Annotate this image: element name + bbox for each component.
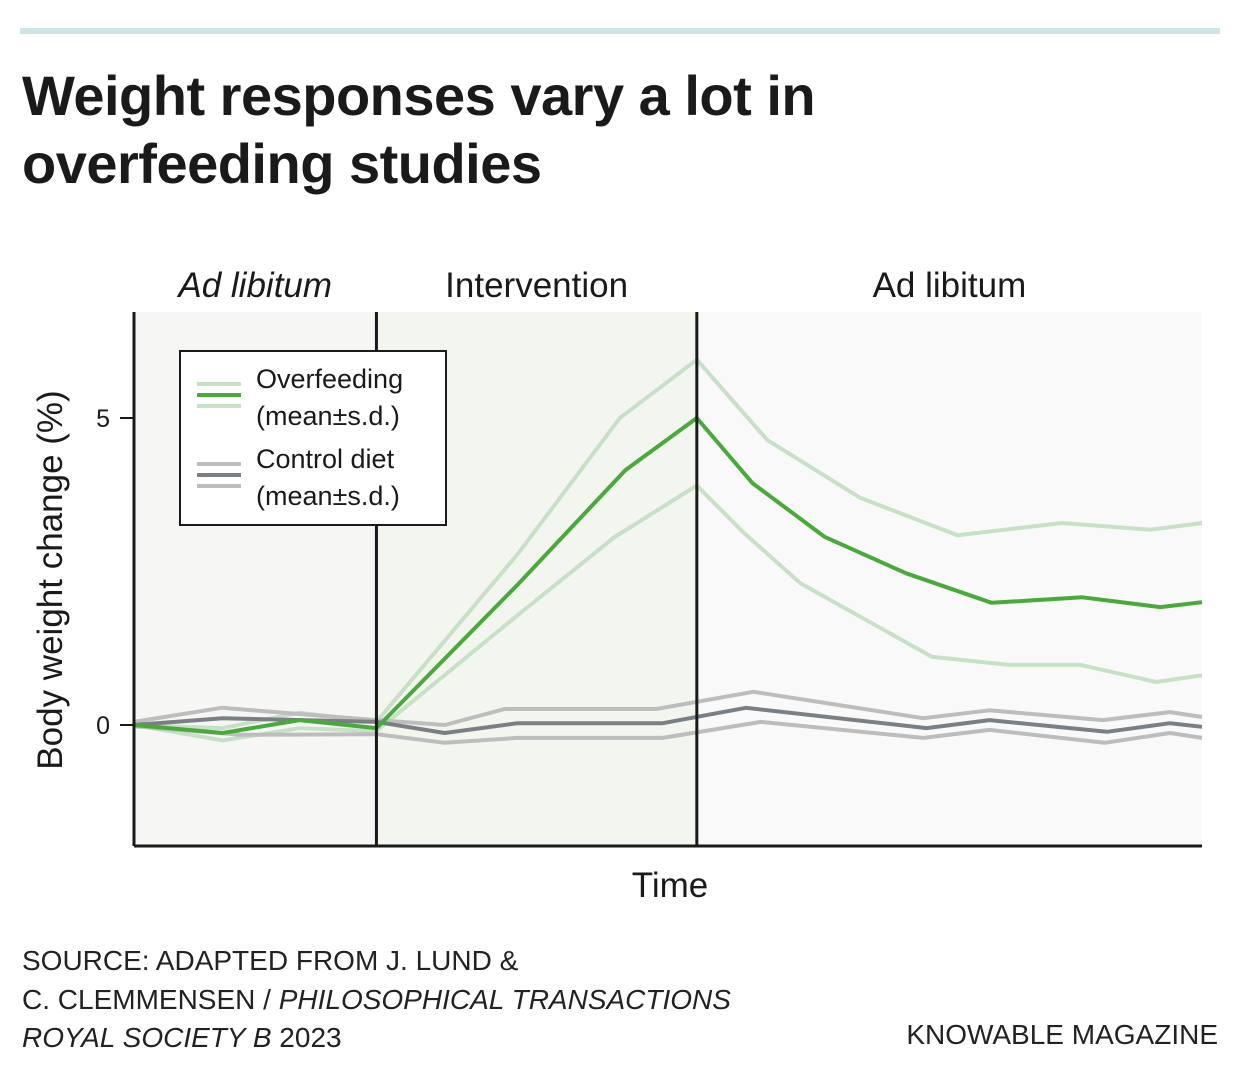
y-tick-label: 5 <box>96 405 110 433</box>
phase-label-1: Ad libitum <box>176 266 332 305</box>
legend-label-1: Overfeeding <box>256 364 403 394</box>
source-year: 2023 <box>271 1022 342 1053</box>
control-mean-line <box>133 705 1203 735</box>
source-journal: PHILOSOPHICAL TRANSACTIONS <box>278 983 731 1015</box>
control-upper-s-d-line <box>133 689 1203 727</box>
legend-label-2: Control diet <box>256 444 395 474</box>
brand-credit: KNOWABLE MAGAZINE <box>906 1019 1218 1050</box>
overfeeding-lower-s-d-line <box>133 483 1203 743</box>
phase-background-3 <box>696 312 1202 846</box>
control-lower-s-d-line <box>133 719 1203 745</box>
x-axis-label: Time <box>632 866 708 905</box>
y-tick-label: 0 <box>96 712 110 740</box>
phase-label-2: Intervention <box>445 266 628 305</box>
source-credit: SOURCE: ADAPTED FROM J. LUND & C. CLEMME… <box>22 942 731 1058</box>
legend-sublabel-2: (mean±s.d.) <box>256 481 400 511</box>
chart-title: Weight responses vary a lot in overfeedi… <box>22 64 816 195</box>
overfeeding-mean-line <box>133 416 1203 735</box>
legend-box <box>179 350 447 526</box>
source-line-2a: C. CLEMMENSEN / <box>22 983 279 1015</box>
top-rule <box>20 28 1220 34</box>
source-journal-2: ROYAL SOCIETY B <box>22 1022 272 1053</box>
phase-label-3: Ad libitum <box>873 266 1027 305</box>
legend-sublabel-1: (mean±s.d.) <box>256 401 400 431</box>
y-axis-label: Body weight change (%) <box>31 390 70 769</box>
source-line-1: SOURCE: ADAPTED FROM J. LUND & <box>22 945 519 976</box>
